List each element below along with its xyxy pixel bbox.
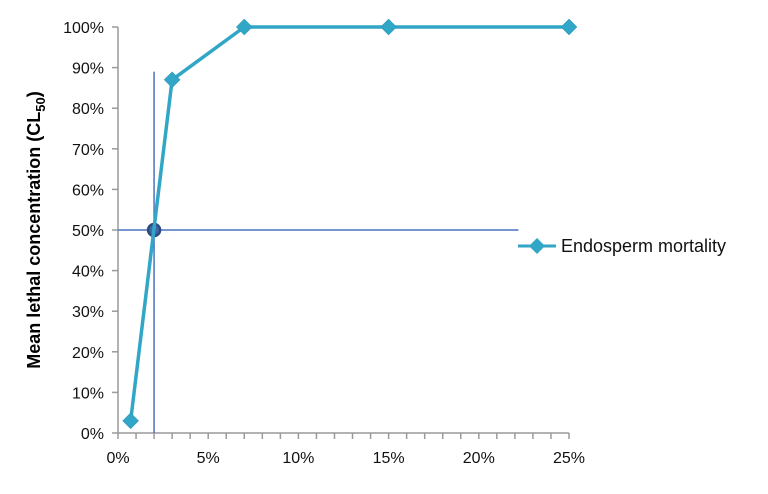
y-tick-label: 30% xyxy=(72,304,104,321)
data-point-diamond xyxy=(235,18,253,36)
data-point-diamond xyxy=(122,412,139,430)
y-tick-label: 50% xyxy=(72,223,104,240)
y-tick-label: 40% xyxy=(72,264,104,281)
y-tick-label: 60% xyxy=(72,182,104,199)
annotations xyxy=(118,71,519,433)
x-tick-label: 25% xyxy=(553,450,585,467)
x-tick-label: 5% xyxy=(197,450,220,467)
y-tick-label: 100% xyxy=(63,20,104,37)
data-point-diamond xyxy=(163,71,181,89)
series-line xyxy=(128,25,569,422)
series-group xyxy=(122,18,578,430)
y-tick-label: 90% xyxy=(72,61,104,78)
tick-labels: 0% 10% 20% 30% 40% 50% 60% 70% 80% 90% 100% 0% 5% 10%… xyxy=(63,20,585,467)
legend-label: Endosperm mortality xyxy=(561,236,726,256)
y-tick-label: 20% xyxy=(72,345,104,362)
x-tick-label: 0% xyxy=(106,450,129,467)
axes xyxy=(112,26,570,439)
y-tick-label: 80% xyxy=(72,101,104,118)
y-tick-label: 0% xyxy=(81,426,104,443)
y-tick-label: 10% xyxy=(72,385,104,402)
y-axis-label: Mean lethal concentration (CL50) xyxy=(24,91,48,369)
data-point-diamond xyxy=(560,18,578,36)
x-tick-label: 20% xyxy=(463,450,495,467)
legend-marker-diamond xyxy=(529,238,545,254)
x-tick-label: 15% xyxy=(373,450,405,467)
x-tick-label: 10% xyxy=(282,450,314,467)
legend: Endosperm mortality xyxy=(518,236,726,256)
y-tick-label: 70% xyxy=(72,142,104,159)
data-point-diamond xyxy=(380,18,397,36)
